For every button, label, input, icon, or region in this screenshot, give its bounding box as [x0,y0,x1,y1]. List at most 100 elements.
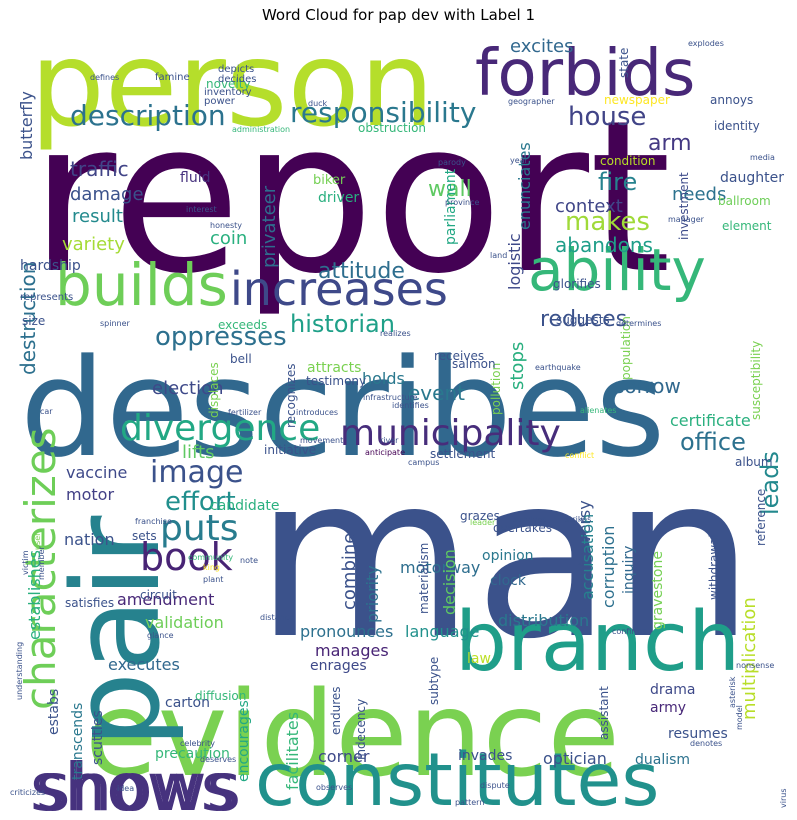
word-pattern: pattern [455,798,484,807]
word-glance: glance [147,631,174,640]
word-receives: receives [434,349,484,363]
word-logistic: logistic [505,233,524,290]
word-traffic: traffic [70,157,129,181]
word-parliament: parliament [443,168,459,245]
word-year: year [510,156,529,165]
word-language: language [405,622,480,641]
word-law: law [467,651,491,667]
word-report: report [30,75,671,320]
word-motor: motor [66,485,114,504]
word-initiative: initiative [264,443,316,457]
word-circuit: circuit [140,588,177,602]
word-encourages: encourages [236,700,252,782]
word-glorifies: glorifies [553,277,601,291]
word-media: media [750,153,775,162]
word-anticipate: anticipate [365,448,405,457]
word-pollution: pollution [489,363,503,415]
word-describes: describes [20,330,665,487]
word-infrastructure: infrastructure [363,393,418,402]
word-opinion: opinion [482,548,534,564]
word-dualism: dualism [635,752,690,768]
word-parody: parody [438,158,466,167]
word-wall: wall [428,177,472,202]
word-celebrity: celebrity [180,739,215,748]
word-reference: reference [754,489,768,546]
word-distribution: distribution [498,611,589,630]
word-house: house [568,102,646,132]
word-member: member [37,545,46,580]
word-army: army [650,700,686,716]
word-builds: builds [55,251,228,319]
word-driver: driver [318,190,359,206]
word-criticizes: criticizes [10,788,45,797]
word-conflict: conflict [565,451,594,460]
word-controversy: controversy [575,500,594,595]
word-effort: effort [165,487,236,517]
word-manager: manager [668,215,705,224]
word-constitutes: constitutes [255,738,659,820]
word-ability: ability [528,236,706,304]
word-scuttles: scuttles [90,710,106,765]
word-idea: idea [117,784,134,793]
word-increases: increases [230,262,448,316]
word-invades: invades [458,748,512,764]
word-geographer: geographer [508,97,555,106]
word-amendment: amendment [117,590,214,609]
word-shows: shows [30,749,235,820]
word-characterizes: characterizes [16,427,65,710]
word-establishes: establishes [25,550,44,640]
word-carton: carton [165,695,210,711]
word-strikes: strikes [565,515,591,524]
word-corruption: corruption [599,526,618,608]
word-hardship: hardship [20,258,81,274]
word-distance: distance [260,613,294,622]
word-campus: campus [408,458,439,467]
word-fire: fire [598,168,637,196]
word-realizes: realizes [380,329,411,338]
word-enunciates: enunciates [515,142,534,230]
word-biker: biker [313,173,346,188]
word-corner: corner [318,747,370,766]
word-salmon: salmon [452,357,496,371]
word-oppresses: oppresses [155,322,287,352]
word-forbids: forbids [475,37,695,111]
word-pair: pair [48,515,187,748]
word-priority: priority [363,565,382,623]
word-famine: famine [155,72,190,83]
word-sorrow: sorrow [614,374,681,398]
word-holds: holds [362,369,405,388]
word-certificate: certificate [670,411,751,430]
word-confirms: confirms [612,627,647,636]
word-movement: movement [300,436,343,445]
word-virus: virus [779,789,788,808]
word-newspaper: newspaper [604,93,670,107]
word-sets: sets [132,529,157,543]
word-privateer: privateer [259,185,280,268]
word-victim: victim [21,550,30,575]
word-variety: variety [62,234,125,255]
word-image: image [150,455,243,490]
word-grazes: grazes [460,509,500,523]
word-condition: condition [600,154,655,168]
word-stops: stops [507,342,528,390]
word-divergence: divergence [120,408,320,449]
word-event: event [408,381,465,405]
word-municipality: municipality [340,413,561,454]
word-model: model [735,705,744,730]
word-franchise: franchise [135,517,172,526]
word-susceptibility: susceptibility [749,341,763,420]
word-obstruction: obstruction [358,121,426,135]
word-identity: identity [714,119,760,133]
word-assistant: assistant [597,686,611,740]
word-person: person [30,15,434,153]
word-population: population [619,316,633,380]
word-resumes: resumes [668,726,728,742]
word-survives: survives [513,515,546,524]
word-book: book [140,535,233,579]
word-enrages: enrages [310,658,367,674]
word-vaccine: vaccine [66,463,127,482]
word-historian: historian [290,310,395,338]
word-needs: needs [672,184,726,205]
word-inquiry: inquiry [621,546,637,594]
